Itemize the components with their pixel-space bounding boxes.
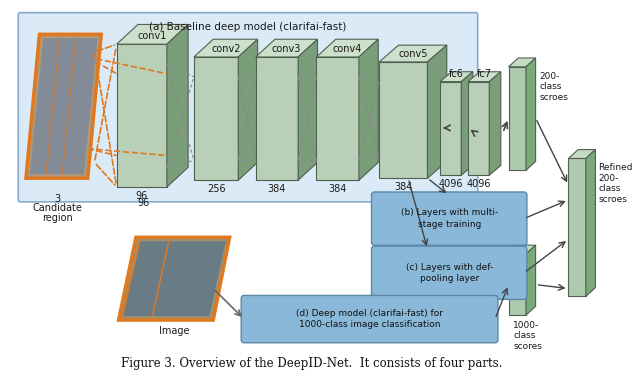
Text: (c) Layers with def-
pooling layer: (c) Layers with def- pooling layer: [406, 263, 493, 283]
Polygon shape: [568, 158, 586, 296]
FancyBboxPatch shape: [241, 295, 498, 343]
Polygon shape: [194, 57, 238, 180]
Text: 256: 256: [207, 184, 225, 194]
Text: 4096: 4096: [467, 179, 491, 189]
Text: region: region: [42, 213, 73, 223]
Text: 1000-
class
scores: 1000- class scores: [513, 321, 542, 351]
Text: conv1: conv1: [138, 31, 167, 41]
Text: 4096: 4096: [438, 179, 463, 189]
Polygon shape: [116, 24, 188, 44]
Text: Figure 3. Overview of the DeepID-Net.  It consists of four parts.: Figure 3. Overview of the DeepID-Net. It…: [121, 357, 502, 370]
Text: fc6: fc6: [449, 69, 464, 78]
Polygon shape: [526, 58, 536, 170]
Polygon shape: [317, 39, 378, 57]
Text: 384: 384: [328, 184, 347, 194]
Text: 384: 384: [268, 184, 286, 194]
Text: (d) Deep model (clarifai-fast) for
1000-class image classification: (d) Deep model (clarifai-fast) for 1000-…: [296, 309, 443, 329]
Text: conv4: conv4: [333, 44, 362, 54]
Polygon shape: [194, 39, 258, 57]
Polygon shape: [526, 245, 536, 315]
Polygon shape: [440, 82, 461, 175]
Polygon shape: [118, 237, 230, 320]
Polygon shape: [238, 39, 258, 180]
Polygon shape: [568, 150, 595, 158]
FancyBboxPatch shape: [371, 246, 527, 299]
Polygon shape: [509, 58, 536, 67]
Polygon shape: [586, 150, 595, 296]
FancyBboxPatch shape: [371, 192, 527, 245]
Polygon shape: [468, 82, 489, 175]
Text: Image: Image: [159, 326, 190, 336]
Polygon shape: [30, 38, 97, 174]
Polygon shape: [468, 72, 501, 82]
Text: conv5: conv5: [398, 49, 428, 59]
Polygon shape: [428, 45, 447, 178]
Polygon shape: [461, 72, 473, 175]
Text: Refined
200-
class
scroes: Refined 200- class scroes: [598, 163, 633, 203]
Polygon shape: [317, 57, 359, 180]
Polygon shape: [380, 45, 447, 62]
FancyBboxPatch shape: [18, 13, 477, 202]
Text: 200-
class
scroes: 200- class scroes: [540, 72, 568, 102]
Polygon shape: [116, 44, 167, 187]
Text: 3: 3: [55, 194, 61, 204]
Polygon shape: [255, 39, 317, 57]
Text: conv2: conv2: [211, 44, 241, 54]
Polygon shape: [509, 67, 526, 170]
Text: (b) Layers with multi-
stage training: (b) Layers with multi- stage training: [401, 208, 498, 229]
Text: conv3: conv3: [272, 44, 301, 54]
Polygon shape: [26, 34, 101, 178]
Polygon shape: [489, 72, 501, 175]
Polygon shape: [440, 72, 473, 82]
Polygon shape: [359, 39, 378, 180]
Text: 96: 96: [138, 198, 150, 208]
Polygon shape: [122, 241, 226, 316]
Polygon shape: [298, 39, 317, 180]
Polygon shape: [167, 24, 188, 187]
Polygon shape: [509, 254, 526, 315]
Text: 96: 96: [136, 191, 148, 201]
Text: fc7: fc7: [477, 69, 492, 78]
Polygon shape: [255, 57, 298, 180]
Polygon shape: [380, 62, 428, 178]
Text: (a) Baseline deep model (clarifai-fast): (a) Baseline deep model (clarifai-fast): [149, 22, 347, 32]
Text: 384: 384: [394, 182, 413, 192]
Text: Candidate: Candidate: [33, 203, 83, 213]
Polygon shape: [509, 245, 536, 254]
